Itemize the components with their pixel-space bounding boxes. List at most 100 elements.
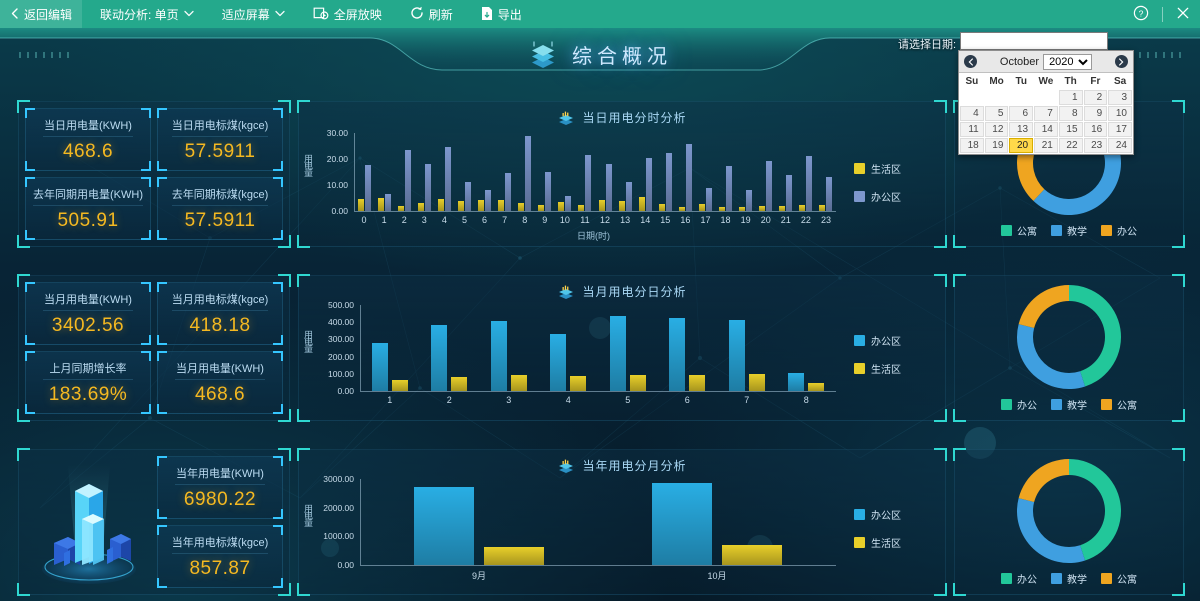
kpi-card[interactable]: 当日用电标煤(kgce) 57.5911: [157, 108, 283, 171]
calendar-day-21[interactable]: 21: [1034, 138, 1058, 153]
bar-生活区-20[interactable]: [759, 205, 766, 211]
donut-slice-教学[interactable]: [1017, 324, 1086, 389]
bar-生活区-12[interactable]: [598, 199, 605, 211]
donut-slice-办公[interactable]: [1069, 285, 1121, 387]
legend-item-教学[interactable]: 教学: [1051, 223, 1087, 238]
bar-办公区-15[interactable]: [665, 153, 672, 211]
chart-canvas-hourly[interactable]: 0.00 10.00 20.00 30.00 用电量 日期(时) 0 1 2 3 4 5 6 7 8 9 10 1…: [298, 101, 946, 247]
bar-办公区-3[interactable]: [490, 321, 507, 391]
bar-办公区-5[interactable]: [609, 315, 626, 391]
bar-办公区-9[interactable]: [545, 171, 552, 211]
bar-办公区-14[interactable]: [645, 157, 652, 211]
kpi-card[interactable]: 上月同期增长率 183.69%: [25, 351, 151, 414]
chart-canvas-monthly[interactable]: 0.00 1000.00 2000.00 3000.00 用电量 9月 10月 办公区 生活区: [298, 449, 946, 595]
calendar-day-18[interactable]: 18: [960, 138, 984, 153]
legend-item-生活区[interactable]: 生活区: [854, 361, 901, 376]
kpi-card[interactable]: 去年同期用电量(KWH) 505.91: [25, 177, 151, 240]
fit-screen-dropdown[interactable]: 适应屏幕: [212, 0, 295, 28]
bar-办公区-23[interactable]: [826, 176, 833, 211]
bar-生活区-16[interactable]: [678, 207, 685, 211]
bar-生活区-11[interactable]: [578, 204, 585, 211]
legend-item-生活区[interactable]: 生活区: [854, 161, 901, 176]
bar-办公区-7[interactable]: [728, 319, 745, 391]
bar-办公区-2[interactable]: [404, 150, 411, 211]
bar-生活区-5[interactable]: [629, 375, 646, 391]
bar-生活区-23[interactable]: [819, 205, 826, 211]
bar-生活区-15[interactable]: [658, 204, 665, 211]
legend-item-办公[interactable]: 办公: [1001, 571, 1037, 586]
calendar-day-4[interactable]: 4: [960, 106, 984, 121]
calendar-day-6[interactable]: 6: [1009, 106, 1034, 121]
bar-生活区-7[interactable]: [498, 199, 505, 211]
bar-办公区-8[interactable]: [525, 135, 532, 211]
bar-办公区-9月[interactable]: [414, 486, 474, 565]
kpi-card[interactable]: 去年同期标煤(kgce) 57.5911: [157, 177, 283, 240]
bar-生活区-4[interactable]: [570, 375, 587, 391]
bar-办公区-21[interactable]: [786, 174, 793, 211]
kpi-card[interactable]: 当年用电标煤(kgce) 857.87: [157, 525, 283, 588]
bar-办公区-11[interactable]: [585, 155, 592, 211]
bar-生活区-22[interactable]: [799, 204, 806, 211]
calendar-day-7[interactable]: 7: [1034, 106, 1058, 121]
legend-item-公寓[interactable]: 公寓: [1101, 397, 1137, 412]
bar-生活区-19[interactable]: [739, 207, 746, 211]
bar-办公区-5[interactable]: [464, 181, 471, 211]
bar-生活区-10[interactable]: [558, 201, 565, 211]
bar-办公区-2[interactable]: [431, 324, 448, 391]
help-button[interactable]: ?: [1123, 0, 1159, 28]
calendar-day-16[interactable]: 16: [1083, 122, 1108, 137]
calendar-day-3[interactable]: 3: [1108, 90, 1132, 105]
legend-item-生活区[interactable]: 生活区: [854, 535, 901, 550]
calendar-day-15[interactable]: 15: [1058, 122, 1083, 137]
calendar-day-22[interactable]: 22: [1058, 138, 1083, 153]
bar-生活区-6[interactable]: [689, 375, 706, 391]
legend-item-公寓[interactable]: 公寓: [1101, 571, 1137, 586]
bar-办公区-12[interactable]: [605, 164, 612, 211]
date-picker-input[interactable]: [960, 32, 1108, 50]
legend-item-教学[interactable]: 教学: [1051, 397, 1087, 412]
bar-办公区-22[interactable]: [806, 155, 813, 211]
kpi-card[interactable]: 当月用电量(KWH) 3402.56: [25, 282, 151, 345]
bar-办公区-0[interactable]: [364, 164, 371, 211]
calendar-day-1[interactable]: 1: [1058, 90, 1083, 105]
calendar-year-select[interactable]: 2018201920202021: [1043, 53, 1093, 70]
calendar-day-9[interactable]: 9: [1083, 106, 1108, 121]
bar-办公区-3[interactable]: [424, 164, 431, 211]
calendar-day-17[interactable]: 17: [1108, 122, 1132, 137]
calendar-day-13[interactable]: 13: [1009, 122, 1034, 137]
bar-生活区-3[interactable]: [510, 375, 527, 391]
bar-生活区-9[interactable]: [538, 205, 545, 211]
bar-办公区-4[interactable]: [444, 146, 451, 211]
bar-办公区-18[interactable]: [726, 166, 733, 211]
donut-canvas-year[interactable]: 办公 教学 公寓: [954, 449, 1184, 595]
legend-item-办公区[interactable]: 办公区: [854, 333, 901, 348]
bar-生活区-8[interactable]: [518, 203, 525, 211]
legend-item-办公区[interactable]: 办公区: [854, 189, 901, 204]
legend-item-教学[interactable]: 教学: [1051, 571, 1087, 586]
kpi-card[interactable]: 当月用电量(KWH) 468.6: [157, 351, 283, 414]
close-button[interactable]: [1166, 0, 1200, 28]
kpi-card[interactable]: 当年用电量(KWH) 6980.22: [157, 456, 283, 519]
calendar-day-12[interactable]: 12: [984, 122, 1009, 137]
bar-办公区-6[interactable]: [669, 318, 686, 391]
legend-item-办公区[interactable]: 办公区: [854, 507, 901, 522]
bar-办公区-10月[interactable]: [652, 483, 712, 565]
bar-生活区-7[interactable]: [748, 374, 765, 391]
donut-slice-教学[interactable]: [1017, 498, 1086, 563]
bar-生活区-18[interactable]: [719, 207, 726, 211]
bar-生活区-1[interactable]: [377, 198, 384, 211]
chart-canvas-daily[interactable]: 0.00 100.00 200.00 300.00 400.00 500.00 用电量 1 2 3…: [298, 275, 946, 421]
calendar-day-10[interactable]: 10: [1108, 106, 1132, 121]
calendar-day-19[interactable]: 19: [984, 138, 1009, 153]
export-button[interactable]: 导出: [471, 0, 532, 28]
bar-办公区-16[interactable]: [685, 143, 692, 211]
calendar-prev-month-button[interactable]: [964, 55, 977, 68]
bar-生活区-9月[interactable]: [484, 546, 544, 565]
date-picker-calendar[interactable]: October 2018201920202021 SuMoTuWeThFrSa …: [958, 50, 1134, 155]
bar-生活区-0[interactable]: [357, 198, 364, 211]
kpi-card[interactable]: 当月用电标煤(kgce) 418.18: [157, 282, 283, 345]
bar-办公区-13[interactable]: [625, 181, 632, 211]
refresh-button[interactable]: 刷新: [400, 0, 463, 28]
donut-slice-公寓[interactable]: [1018, 459, 1069, 503]
donut-canvas-month[interactable]: 办公 教学 公寓: [954, 275, 1184, 421]
